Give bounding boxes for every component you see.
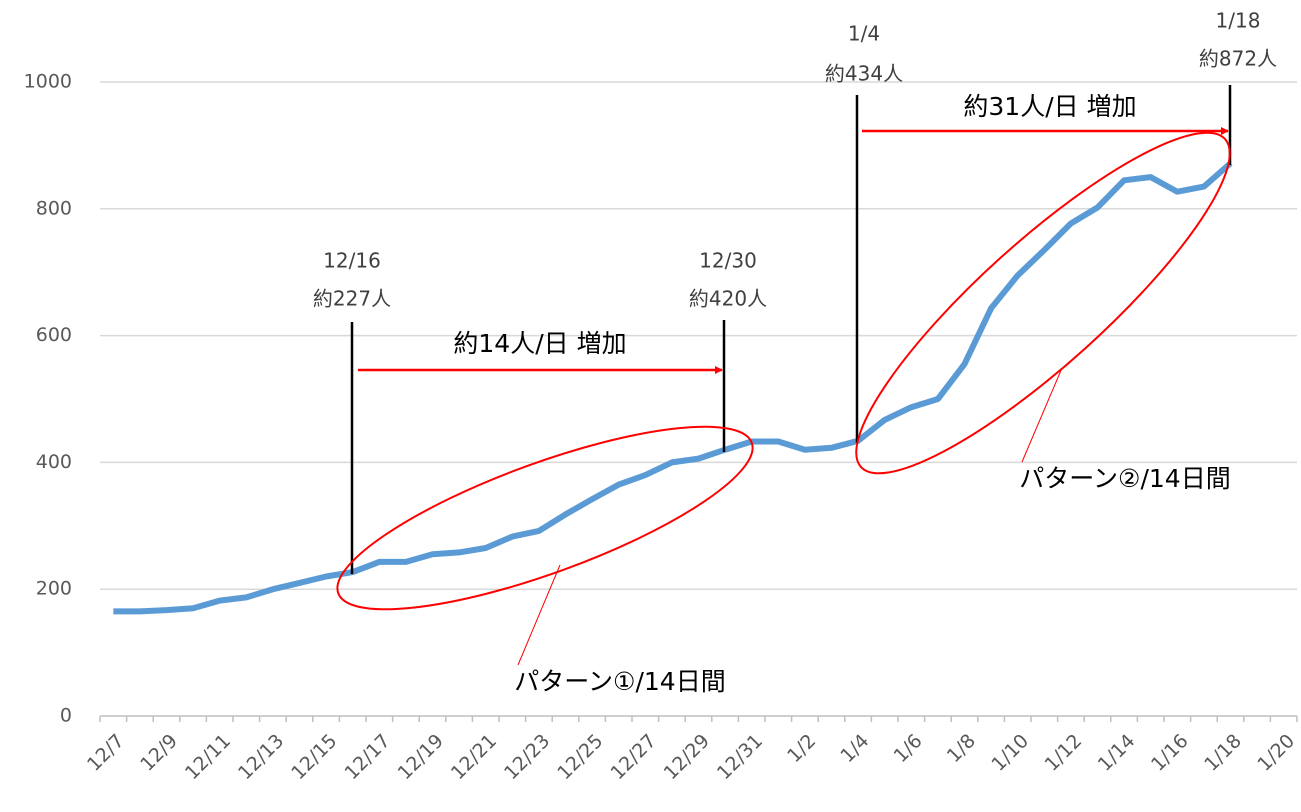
callout-date: 1/18 <box>1216 9 1261 33</box>
rate-label: 約31人/日 増加 <box>963 92 1136 121</box>
y-tick-label: 800 <box>36 197 72 219</box>
y-tick-label: 0 <box>60 705 72 727</box>
x-tick-label: 12/29 <box>660 730 714 784</box>
x-tick-label: 12/13 <box>234 730 288 784</box>
x-tick-label: 12/11 <box>181 730 235 784</box>
callout-date: 12/16 <box>323 249 381 273</box>
y-tick-label: 1000 <box>24 71 72 93</box>
callout-count: 約434人 <box>825 62 903 86</box>
x-tick-label: 1/20 <box>1253 730 1299 776</box>
leader-line <box>517 564 561 666</box>
grid: 0 200 400 600 800 1000 <box>24 71 1297 727</box>
data-line <box>113 160 1233 615</box>
callout-count: 約872人 <box>1199 47 1277 71</box>
x-tick-label: 12/7 <box>83 730 129 776</box>
annotations <box>336 85 1232 666</box>
x-tick-label: 12/19 <box>394 730 448 784</box>
pattern-label: パターン②/14日間 <box>1019 464 1230 493</box>
callout-date: 12/30 <box>699 249 757 273</box>
x-tick-label: 1/2 <box>783 730 820 767</box>
x-tick-label: 12/17 <box>340 730 394 784</box>
x-tick-label: 12/23 <box>500 730 554 784</box>
y-tick-label: 200 <box>36 578 72 600</box>
x-tick-label: 1/12 <box>1041 730 1087 776</box>
leader-line <box>1021 367 1063 463</box>
x-tick-label: 1/4 <box>836 730 873 767</box>
x-tick-label: 1/6 <box>890 730 927 767</box>
x-tick-label: 12/9 <box>136 730 182 776</box>
x-tick-label: 12/27 <box>606 730 660 784</box>
x-tick-label: 12/31 <box>713 730 767 784</box>
x-axis: 12/7 12/912/1112/1312/1512/1712/1912/2112… <box>83 715 1299 784</box>
plot <box>113 160 1233 615</box>
callout-date: 1/4 <box>848 22 880 46</box>
x-tick-label: 1/10 <box>987 730 1033 776</box>
x-tick-label: 1/18 <box>1200 730 1246 776</box>
rate-label: 約14人/日 増加 <box>453 329 626 358</box>
x-tick-label: 12/15 <box>287 730 341 784</box>
x-tick-label: 1/16 <box>1147 730 1193 776</box>
ellipse <box>336 425 754 611</box>
y-tick-label: 400 <box>36 451 72 473</box>
pattern-label: パターン①/14日間 <box>514 667 725 696</box>
callout-count: 約227人 <box>313 287 391 311</box>
y-tick-label: 600 <box>36 324 72 346</box>
x-tick-label: 1/14 <box>1094 730 1140 776</box>
ellipse <box>855 131 1231 475</box>
x-tick-label: 12/21 <box>447 730 501 784</box>
x-tick-label: 1/8 <box>943 730 980 767</box>
callout-count: 約420人 <box>689 287 767 311</box>
x-tick-label: 12/25 <box>553 730 607 784</box>
